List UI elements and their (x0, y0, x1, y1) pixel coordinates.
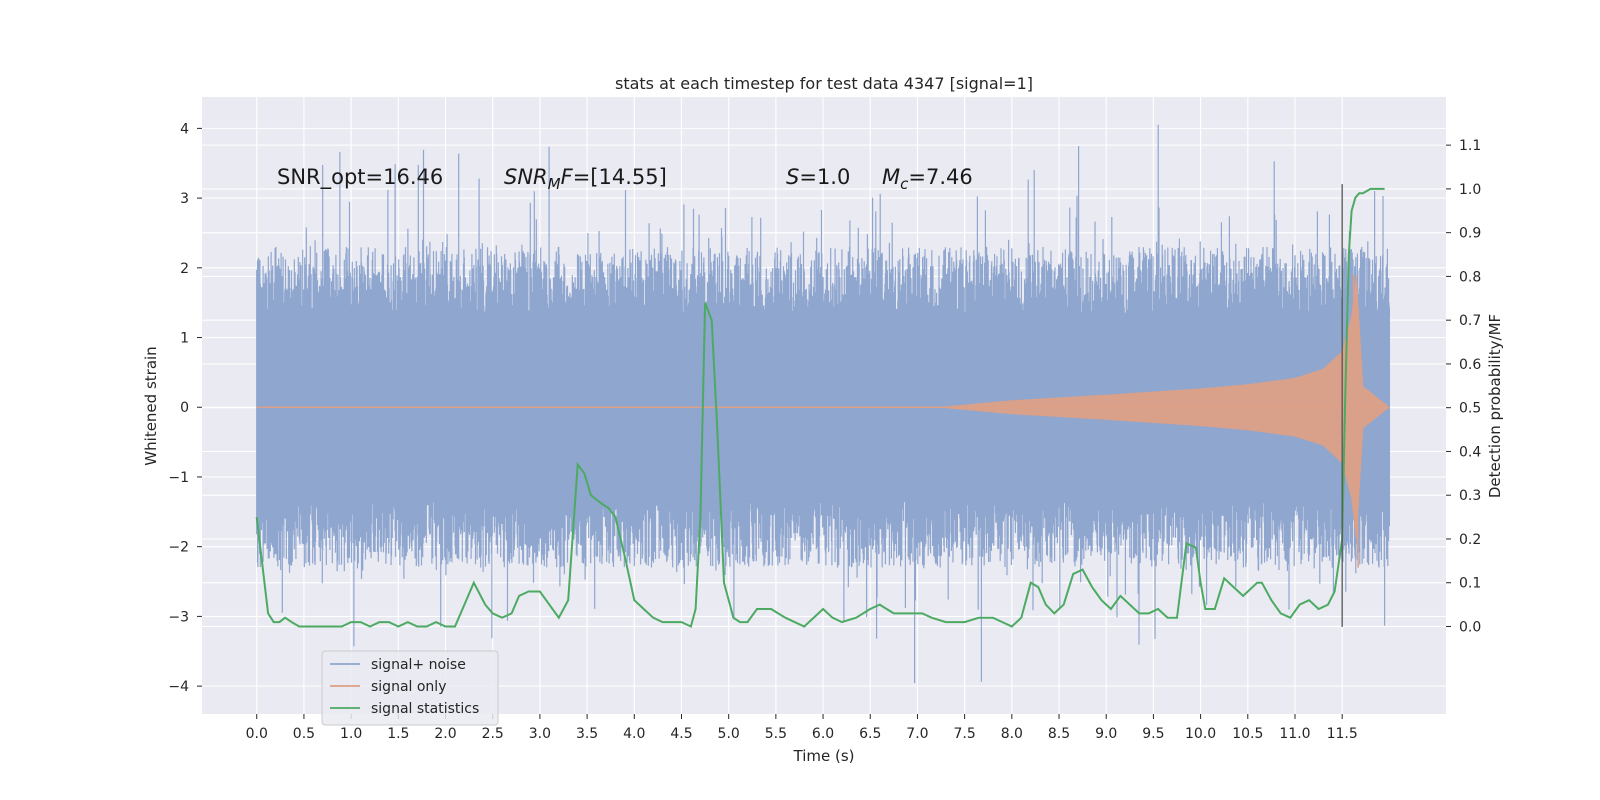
y-tick-label: 3 (180, 191, 189, 207)
y-tick-label: −4 (168, 679, 189, 695)
snr-mf-value: =[14.55] (573, 165, 667, 189)
legend: signal+ noise signal only signal statist… (321, 650, 499, 726)
x-tick-label: 8.5 (1048, 726, 1070, 742)
snr-mf-prefix: SNR (504, 165, 548, 189)
y-right-tick-label: 0.6 (1459, 357, 1481, 373)
series-signal-only (256, 274, 1390, 568)
x-tick-label: 0.5 (293, 726, 315, 742)
y-axis-right-label: Detection probability/MF (1486, 314, 1504, 498)
x-tick-label: 10.5 (1232, 726, 1263, 742)
y-right-tick-label: 0.5 (1459, 401, 1481, 417)
y-right-tick-label: 0.8 (1459, 269, 1481, 285)
x-tick-label: 4.5 (670, 726, 692, 742)
x-tick-label: 0.0 (246, 726, 268, 742)
x-axis-label: Time (s) (793, 747, 855, 765)
y-tick-label: 2 (180, 261, 189, 277)
snr-mf-suffix: F (561, 165, 574, 189)
mc-subscript: c (900, 175, 909, 193)
x-tick-label: 1.5 (387, 726, 409, 742)
y-axis-right: 0.0 0.1 0.2 0.3 0.4 0.5 0.6 0.7 0.8 0.9 1.0 1.1 (1446, 138, 1481, 635)
x-tick-label: 9.5 (1142, 726, 1164, 742)
legend-label-signal-only: signal only (371, 679, 446, 695)
y-tick-label: −2 (168, 540, 189, 556)
snr-mf-subscript: M (548, 175, 561, 193)
x-tick-label: 11.5 (1327, 726, 1358, 742)
x-axis: 0.0 0.5 1.0 1.5 2.0 2.5 3.0 3.5 4.0 4.5 5.0 5.5 6.0 6… (246, 714, 1358, 742)
y-tick-label: 0 (180, 400, 189, 416)
y-right-tick-label: 1.1 (1459, 138, 1481, 154)
x-tick-label: 7.0 (906, 726, 928, 742)
y-right-tick-label: 1.0 (1459, 182, 1481, 198)
x-tick-label: 3.0 (529, 726, 551, 742)
y-axis-label: Whitened strain (142, 346, 160, 465)
y-right-tick-label: 0.2 (1459, 532, 1481, 548)
x-tick-label: 3.5 (576, 726, 598, 742)
annotation-snr-mf: SNRMF=[14.55] (504, 165, 667, 193)
y-right-tick-label: 0.0 (1459, 619, 1481, 635)
x-tick-label: 11.0 (1279, 726, 1310, 742)
y-tick-label: −1 (168, 470, 189, 486)
x-tick-label: 4.0 (623, 726, 645, 742)
mc-symbol: M (882, 165, 900, 189)
x-tick-label: 6.0 (812, 726, 834, 742)
x-tick-label: 5.5 (765, 726, 787, 742)
series-signal-statistics (255, 187, 1385, 628)
legend-box (321, 650, 499, 726)
s-symbol: S (786, 165, 799, 189)
x-tick-label: 8.0 (1001, 726, 1023, 742)
series-layer (255, 124, 1390, 683)
y-right-tick-label: 0.9 (1459, 226, 1481, 242)
s-value: =1.0 (799, 165, 850, 189)
x-tick-label: 10.0 (1185, 726, 1216, 742)
annotation-snr-opt: SNR_opt=16.46 (277, 165, 443, 190)
chart-title: stats at each timestep for test data 434… (615, 74, 1033, 93)
y-right-tick-label: 0.3 (1459, 488, 1481, 504)
mc-value: =7.46 (908, 165, 972, 189)
y-tick-label: −3 (168, 609, 189, 625)
y-right-tick-label: 0.7 (1459, 313, 1481, 329)
y-tick-label: 1 (180, 331, 189, 347)
x-tick-label: 1.0 (340, 726, 362, 742)
y-right-tick-label: 0.1 (1459, 576, 1481, 592)
x-tick-label: 6.5 (859, 726, 881, 742)
legend-label-signal-statistics: signal statistics (371, 701, 479, 717)
y-tick-label: 4 (180, 121, 189, 137)
y-right-tick-label: 0.4 (1459, 444, 1481, 460)
y-axis-left: −4 −3 −2 −1 0 1 2 3 4 (168, 121, 202, 695)
annotation-mc: Mc=7.46 (882, 165, 973, 193)
x-tick-label: 2.0 (434, 726, 456, 742)
x-tick-label: 7.5 (954, 726, 976, 742)
legend-label-signal-noise: signal+ noise (371, 657, 466, 673)
x-tick-label: 9.0 (1095, 726, 1117, 742)
x-tick-label: 2.5 (482, 726, 504, 742)
annotations: SNR_opt=16.46 SNRMF=[14.55] S=1.0 Mc=7.4… (277, 165, 973, 193)
chirp-merger (1352, 274, 1359, 568)
x-tick-label: 5.0 (718, 726, 740, 742)
annotation-s: S=1.0 (786, 165, 850, 189)
